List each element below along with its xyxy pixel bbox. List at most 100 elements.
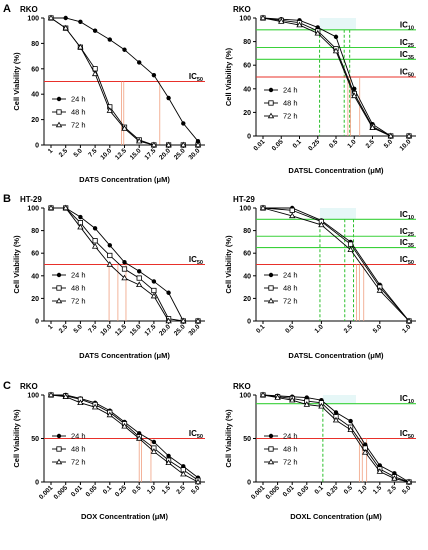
x-tick-label: 17.5 (143, 323, 157, 337)
data-point (77, 43, 84, 50)
y-tick-label: 40 (31, 92, 39, 99)
ic-label: IC50 (189, 255, 203, 266)
y-tick-label: 0 (247, 134, 251, 141)
data-point (151, 279, 157, 284)
x-tick-label: 0.1 (292, 138, 304, 150)
legend-label: 24 h (71, 432, 86, 441)
x-tick-label: 1 (47, 323, 55, 331)
y-tick-label: 60 (31, 251, 39, 258)
y-tick-label: 0 (35, 319, 39, 326)
legend-label: 48 h (283, 284, 298, 293)
data-point (47, 391, 55, 398)
panel-letter: A (3, 3, 11, 15)
data-point (136, 137, 143, 144)
ic-label-text: IC (400, 50, 408, 59)
y-tick-label: 0 (35, 480, 39, 487)
chart-panel-4: 0 20 40 60 80 100 0.1 0.5 1.0 2.5 5.0 1.0 DATSL Conc… (224, 195, 416, 360)
x-tick-label: 10.0 (399, 138, 413, 152)
data-point (180, 317, 187, 324)
data-point (314, 29, 321, 36)
legend-marker (56, 285, 62, 291)
ic-label-sub: 10 (408, 25, 414, 31)
legend-label: 24 h (283, 86, 298, 95)
data-point (78, 214, 83, 220)
legend-marker (56, 446, 62, 452)
y-tick-label: 100 (27, 206, 39, 213)
legend-marker (268, 285, 274, 291)
legend-label: 24 h (71, 271, 86, 280)
data-point (150, 141, 158, 148)
ic-label: IC50 (400, 68, 414, 79)
data-point (376, 468, 383, 474)
cell-line-title: RKO (233, 382, 251, 391)
legend-label: 24 h (283, 271, 298, 280)
y-tick-label: 80 (243, 228, 251, 235)
data-point (121, 422, 128, 429)
data-point (376, 287, 383, 293)
y-axis-label: Cell Viability (%) (12, 235, 21, 294)
y-tick-label: 20 (243, 296, 251, 303)
data-point (137, 60, 142, 65)
ic-label-text: IC (189, 72, 197, 81)
x-axis-label: DATSL Concentration (μM) (288, 351, 384, 360)
data-point (181, 121, 186, 126)
ic-label: IC25 (400, 38, 414, 49)
shaded-region (322, 395, 356, 404)
x-tick-label: 0.001 (250, 484, 267, 501)
ic-label: IC10 (400, 394, 414, 405)
ic-label-text: IC (400, 210, 408, 219)
data-point (347, 246, 354, 253)
legend-marker (267, 112, 275, 119)
legend-marker (268, 100, 274, 106)
ic-label-text: IC (400, 68, 408, 77)
y-tick-label: 80 (31, 41, 39, 48)
data-point (332, 47, 340, 54)
x-tick-label: 0.005 (53, 484, 70, 501)
ic-label-text: IC (189, 255, 197, 264)
y-axis-label: Cell Viability (%) (12, 409, 21, 468)
data-point (151, 72, 157, 78)
x-tick-label: 0.5 (131, 484, 143, 496)
y-tick-label: 20 (243, 110, 251, 117)
data-point (121, 266, 128, 272)
x-tick-label: 30.0 (188, 147, 202, 161)
x-axis-label: DATSL Concentration (μM) (288, 166, 384, 175)
x-tick-label: 20.0 (158, 147, 172, 161)
legend-label: 72 h (283, 297, 298, 306)
data-point (351, 92, 358, 99)
panel-letter: B (3, 193, 11, 205)
legend-marker (56, 96, 62, 102)
x-tick-label: 10.0 (99, 323, 113, 337)
data-point (106, 107, 113, 113)
data-point (122, 47, 127, 52)
x-tick-label: 0.25 (307, 138, 321, 152)
legend-label: 72 h (283, 458, 298, 467)
x-tick-label: 2.5 (365, 138, 377, 150)
cell-line-title: RKO (233, 5, 251, 14)
legend-label: 48 h (283, 99, 298, 108)
y-axis-label: Cell Viability (%) (224, 235, 233, 294)
data-point (333, 34, 339, 40)
data-point (165, 317, 172, 324)
x-tick-label: 5.0 (383, 138, 395, 150)
x-tick-label: 0.01 (282, 484, 296, 498)
legend-label: 48 h (283, 445, 298, 454)
data-point (194, 141, 202, 148)
data-point (347, 426, 354, 433)
y-axis-label: Cell Viability (%) (224, 47, 233, 106)
x-tick-label: 1 (47, 147, 55, 155)
ic-label-text: IC (400, 429, 408, 438)
series-line-48h (262, 207, 410, 322)
legend-label: 24 h (283, 432, 298, 441)
data-point (195, 138, 201, 144)
data-point (107, 243, 113, 248)
x-tick-label: 0.1 (313, 484, 325, 496)
x-axis-label: DATS Concentration (μM) (79, 175, 170, 184)
x-tick-label: 0.005 (265, 484, 282, 501)
data-point (121, 125, 128, 131)
ic-label-sub: 35 (408, 55, 414, 61)
legend-marker (268, 87, 274, 93)
x-tick-label: 0.001 (38, 484, 55, 501)
y-tick-label: 20 (31, 117, 39, 124)
data-point (391, 475, 398, 481)
